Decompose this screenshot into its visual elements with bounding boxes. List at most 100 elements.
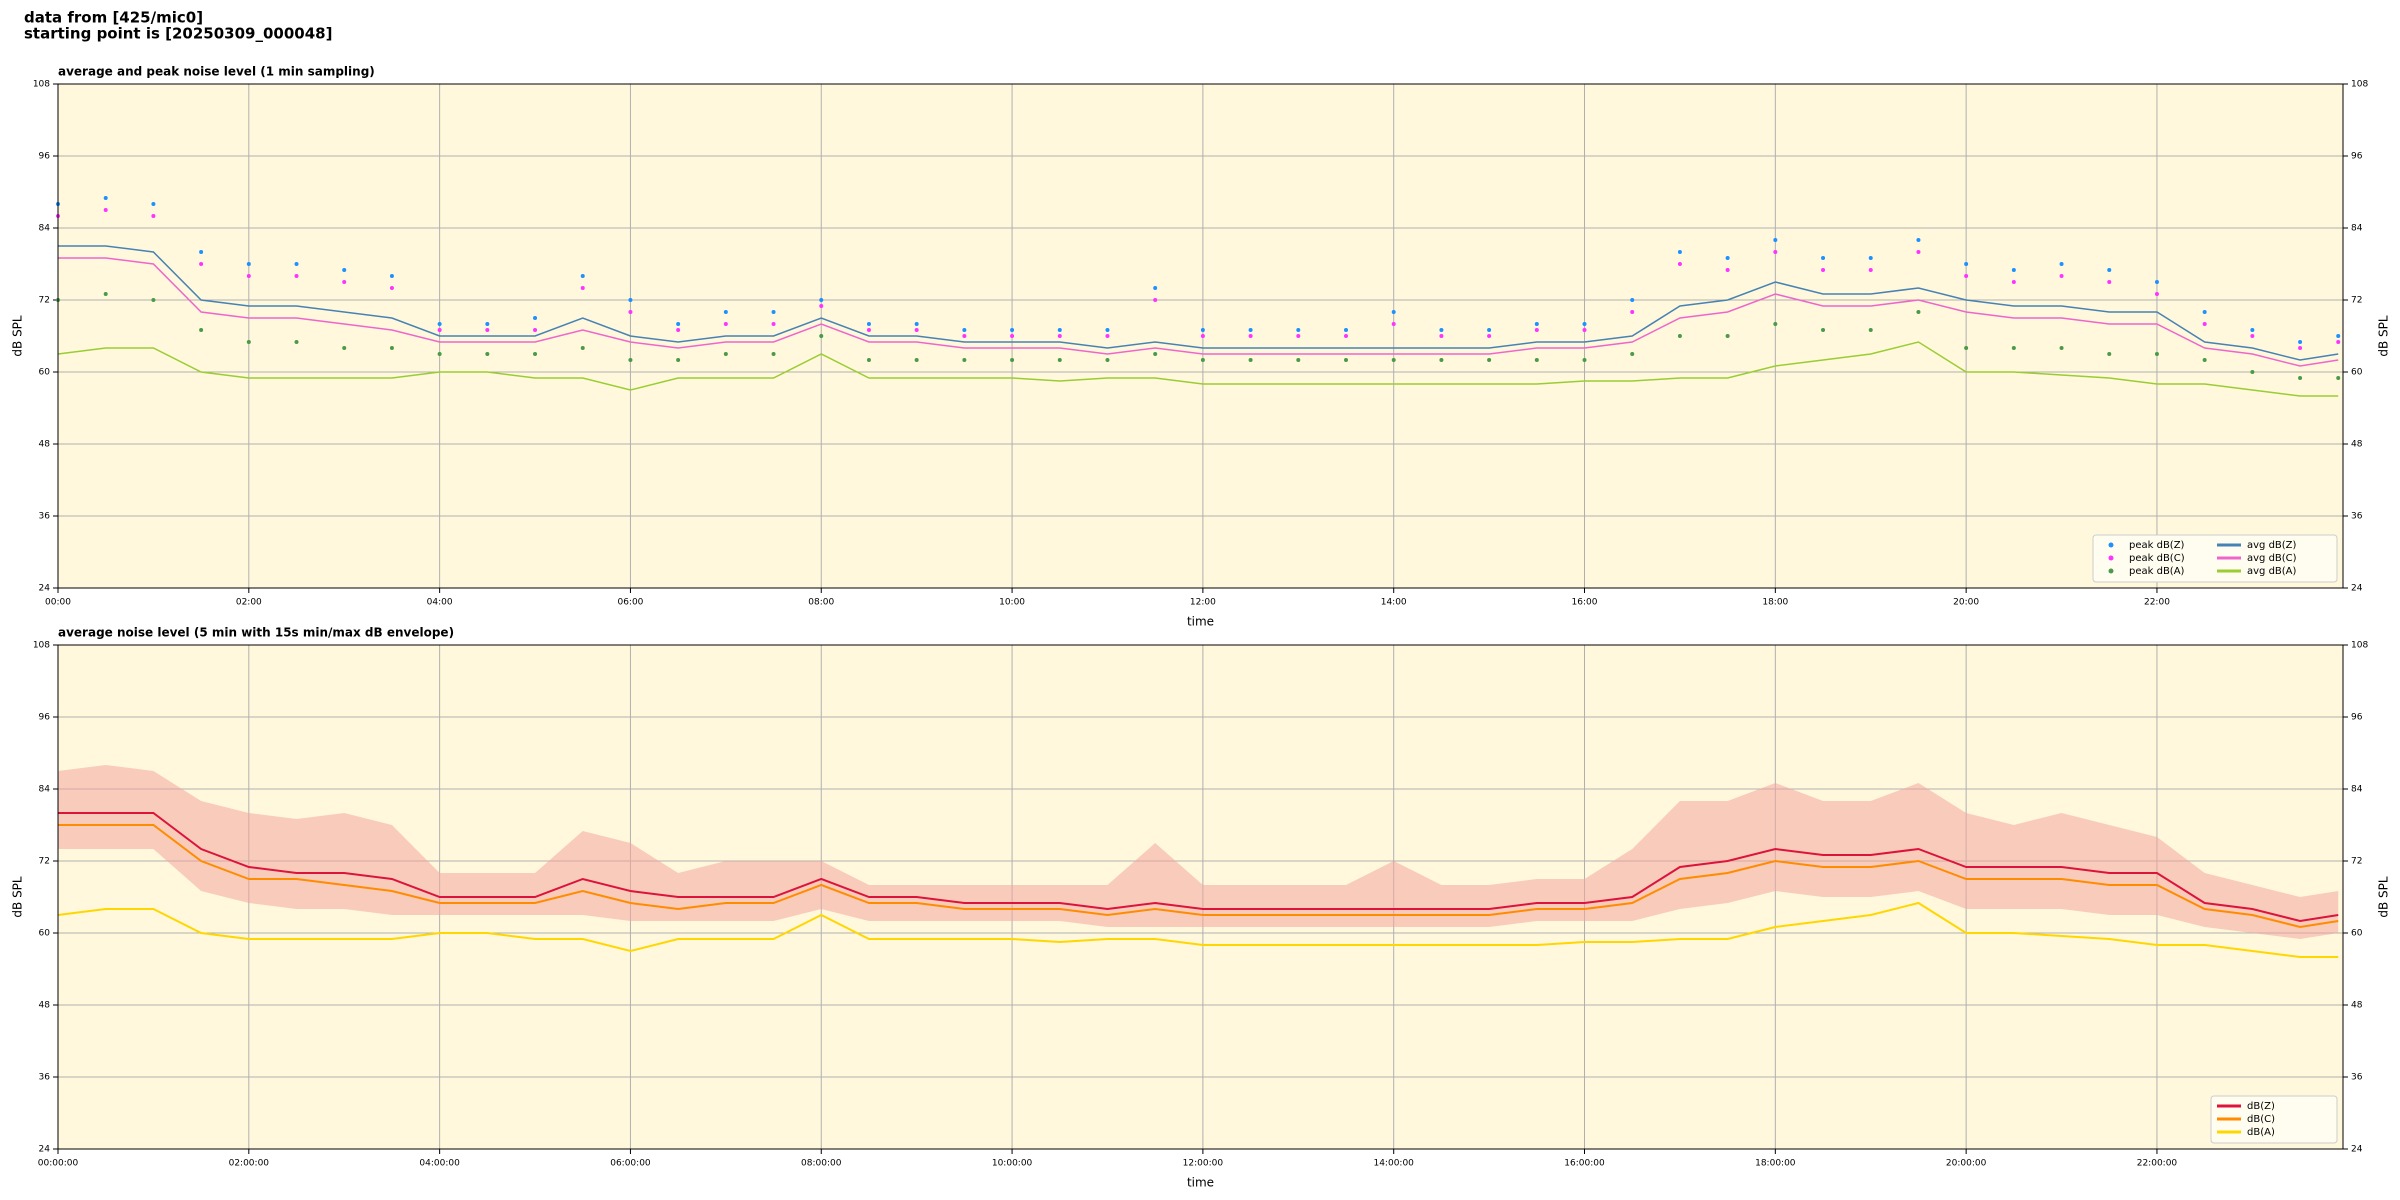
peak-dot [2336, 340, 2341, 344]
peak-dot [1200, 328, 1205, 332]
peak-dot [1105, 334, 1110, 338]
peak-dot [628, 358, 633, 362]
peak-dot [1821, 328, 1826, 332]
peak-dot [1773, 322, 1778, 326]
y-tick-label: 96 [39, 152, 51, 162]
peak-dot [866, 358, 871, 362]
peak-dot [2059, 262, 2064, 266]
peak-dot [199, 328, 204, 332]
envelope [58, 765, 2339, 939]
peak-dot [628, 310, 633, 314]
y-tick-label: 60 [2351, 368, 2363, 378]
peak-dot [294, 274, 299, 278]
peak-dot [1916, 250, 1921, 254]
peak-dot [1677, 334, 1682, 338]
peak-dot [1630, 310, 1635, 314]
y-tick-label: 72 [39, 296, 50, 306]
y-tick-label: 72 [2351, 857, 2362, 867]
peak-dot [1105, 358, 1110, 362]
y-axis-label: dB SPL [11, 876, 25, 918]
peak-dot [1248, 334, 1253, 338]
peak-dot [2107, 280, 2112, 284]
peak-dot [2298, 340, 2303, 344]
peak-dot [1821, 268, 1826, 272]
peak-dot [2011, 346, 2016, 350]
peak-dot [914, 328, 919, 332]
peak-dot [1916, 238, 1921, 242]
peak-dot [389, 286, 394, 290]
peak-dot [2107, 352, 2112, 356]
y-tick-label: 108 [33, 80, 50, 90]
peak-dot [962, 328, 967, 332]
peak-dot [151, 298, 156, 302]
legend-box [2210, 1095, 2338, 1144]
peak-dot [1296, 328, 1301, 332]
x-tick-label: 20:00:00 [1946, 1159, 1987, 1169]
y-tick-label: 96 [2351, 152, 2363, 162]
peak-dot [1725, 334, 1730, 338]
peak-dot [1153, 352, 1158, 356]
x-tick-label: 20:00 [1953, 598, 1979, 608]
x-tick-label: 00:00 [45, 598, 71, 608]
peak-dot [1296, 334, 1301, 338]
peak-dot [2336, 376, 2341, 380]
legend-label: avg dB(A) [2247, 566, 2297, 577]
legend-label: dB(A) [2247, 1127, 2275, 1138]
peak-dot [723, 322, 728, 326]
x-tick-label: 18:00 [1762, 598, 1788, 608]
x-tick-label: 18:00:00 [1755, 1159, 1796, 1169]
legend-swatch [2108, 568, 2114, 574]
legend-box [2092, 534, 2338, 583]
peak-dot [1964, 262, 1969, 266]
x-tick-label: 06:00:00 [610, 1159, 651, 1169]
peak-dot [1534, 322, 1539, 326]
peak-dot [485, 352, 490, 356]
x-axis-label: time [1187, 1176, 1214, 1190]
peak-dot [1343, 358, 1348, 362]
x-tick-label: 06:00 [617, 598, 643, 608]
chart-title: average noise level (5 min with 15s min/… [58, 626, 454, 640]
peak-dot [342, 268, 347, 272]
peak-dot [819, 298, 824, 302]
y-tick-label: 24 [2351, 1145, 2363, 1155]
peak-dot [2336, 334, 2341, 338]
peak-dot [2059, 346, 2064, 350]
peak-dot [1582, 358, 1587, 362]
legend-label: avg dB(C) [2247, 553, 2297, 564]
peak-dot [1582, 322, 1587, 326]
legend-label: dB(Z) [2247, 1101, 2275, 1112]
y-tick-label: 24 [39, 584, 51, 594]
peak-dot [1296, 358, 1301, 362]
peak-dot [294, 262, 299, 266]
y-axis-label: dB SPL [2377, 315, 2391, 357]
peak-dot [1487, 334, 1492, 338]
peak-dot [2250, 334, 2255, 338]
plot-area [58, 84, 2343, 588]
peak-dot [1391, 310, 1396, 314]
y-tick-label: 108 [2351, 641, 2368, 651]
y-tick-label: 60 [39, 929, 51, 939]
header-line: data from [425/mic0] [24, 9, 203, 27]
y-tick-label: 36 [2351, 1073, 2363, 1083]
peak-dot [485, 322, 490, 326]
peak-dot [2298, 376, 2303, 380]
y-tick-label: 36 [39, 1073, 51, 1083]
peak-dot [914, 322, 919, 326]
peak-dot [1010, 334, 1015, 338]
peak-dot [676, 322, 681, 326]
peak-dot [771, 352, 776, 356]
peak-dot [1391, 358, 1396, 362]
y-tick-label: 84 [2351, 224, 2363, 234]
peak-dot [1773, 250, 1778, 254]
peak-dot [2250, 370, 2255, 374]
peak-dot [1964, 346, 1969, 350]
peak-dot [676, 328, 681, 332]
y-tick-label: 72 [39, 857, 50, 867]
peak-dot [246, 340, 251, 344]
y-tick-label: 48 [2351, 440, 2363, 450]
peak-dot [1582, 328, 1587, 332]
y-tick-label: 48 [2351, 1001, 2363, 1011]
peak-dot [199, 262, 204, 266]
peak-dot [1439, 334, 1444, 338]
peak-dot [151, 202, 156, 206]
